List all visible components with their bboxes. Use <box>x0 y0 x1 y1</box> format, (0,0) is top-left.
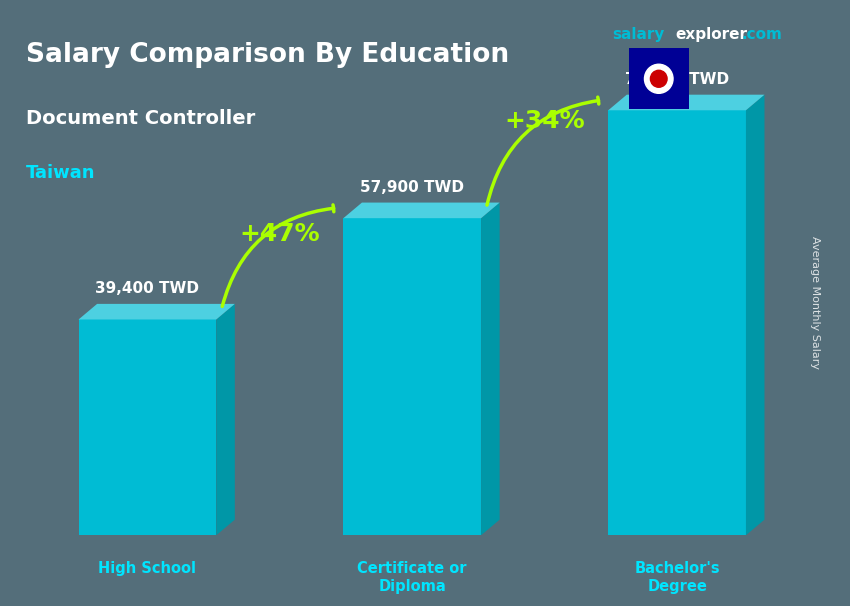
Text: Bachelor's
Degree: Bachelor's Degree <box>634 561 720 594</box>
Text: 77,600 TWD: 77,600 TWD <box>625 72 729 87</box>
Text: +34%: +34% <box>504 109 585 133</box>
Text: Average Monthly Salary: Average Monthly Salary <box>810 236 820 370</box>
Polygon shape <box>343 202 500 218</box>
Polygon shape <box>609 110 746 535</box>
Text: +47%: +47% <box>240 222 320 246</box>
Polygon shape <box>78 304 235 319</box>
Text: salary: salary <box>612 27 665 42</box>
Polygon shape <box>78 319 216 535</box>
Polygon shape <box>629 48 688 109</box>
Text: High School: High School <box>99 561 196 576</box>
Text: .com: .com <box>741 27 782 42</box>
Text: Taiwan: Taiwan <box>26 164 95 182</box>
Polygon shape <box>609 95 764 110</box>
Text: Salary Comparison By Education: Salary Comparison By Education <box>26 42 508 68</box>
Text: Certificate or
Diploma: Certificate or Diploma <box>358 561 467 594</box>
Circle shape <box>644 64 673 93</box>
Polygon shape <box>216 304 235 535</box>
Text: 39,400 TWD: 39,400 TWD <box>95 281 200 296</box>
Polygon shape <box>343 218 481 535</box>
Text: Document Controller: Document Controller <box>26 109 255 128</box>
Circle shape <box>650 70 667 87</box>
Text: 57,900 TWD: 57,900 TWD <box>360 180 464 195</box>
Polygon shape <box>746 95 764 535</box>
Polygon shape <box>481 202 500 535</box>
Text: explorer: explorer <box>676 27 748 42</box>
